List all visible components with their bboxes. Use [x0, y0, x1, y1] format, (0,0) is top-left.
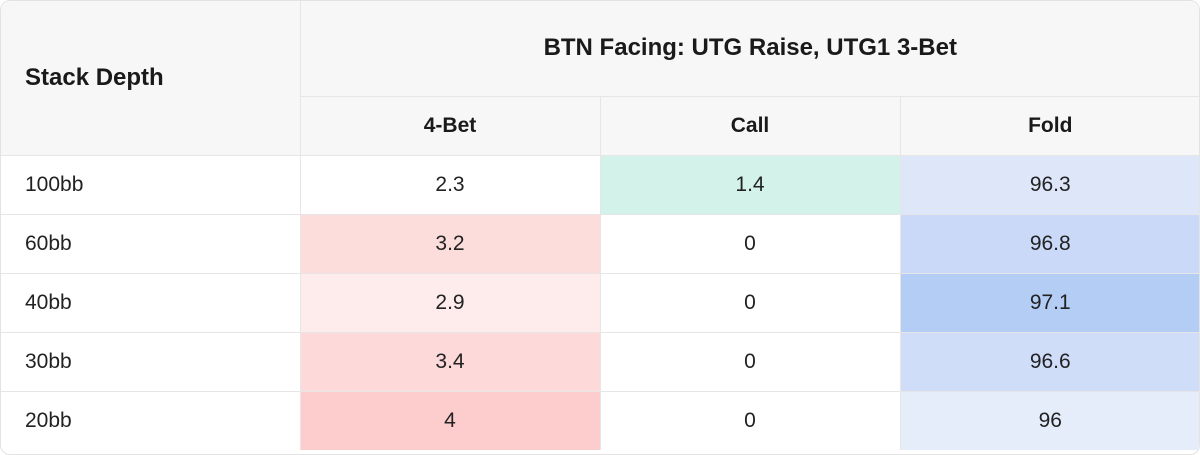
value-cell: 2.3 [300, 155, 601, 215]
value-cell: 96.8 [900, 214, 1199, 274]
column-header-4bet: 4-Bet [300, 96, 601, 157]
row-label: 100bb [1, 155, 301, 215]
table-row: 30bb 3.4 0 96.6 [1, 332, 1199, 392]
value-cell: 2.9 [300, 273, 601, 333]
table-title: BTN Facing: UTG Raise, UTG1 3-Bet [300, 1, 1199, 97]
value-cell: 0 [600, 273, 901, 333]
table-row: 100bb 2.3 1.4 96.3 [1, 155, 1199, 215]
value-cell: 96.6 [900, 332, 1199, 392]
value-cell: 4 [300, 391, 601, 450]
header-row-columns: 4-Bet Call Fold [1, 96, 1199, 157]
table-body: 100bb 2.3 1.4 96.3 60bb 3.2 0 96.8 40bb 2.9 0 97.1 3… [1, 155, 1199, 450]
row-label: 30bb [1, 332, 301, 392]
value-cell: 0 [600, 332, 901, 392]
value-cell: 97.1 [900, 273, 1199, 333]
row-label: 60bb [1, 214, 301, 274]
column-header-fold: Fold [900, 96, 1199, 157]
column-header-call: Call [600, 96, 901, 157]
value-cell: 0 [600, 391, 901, 450]
row-label: 20bb [1, 391, 301, 450]
row-label: 40bb [1, 273, 301, 333]
header-row-group: Stack Depth BTN Facing: UTG Raise, UTG1 … [1, 1, 1199, 156]
table-row: 40bb 2.9 0 97.1 [1, 273, 1199, 333]
table-row: 20bb 4 0 96 [1, 391, 1199, 450]
value-cell: 3.4 [300, 332, 601, 392]
value-cell: 96.3 [900, 155, 1199, 215]
value-cell: 96 [900, 391, 1199, 450]
value-cell: 3.2 [300, 214, 601, 274]
stack-depth-header: Stack Depth [1, 1, 301, 156]
value-cell: 0 [600, 214, 901, 274]
table-row: 60bb 3.2 0 96.8 [1, 214, 1199, 274]
value-cell: 1.4 [600, 155, 901, 215]
